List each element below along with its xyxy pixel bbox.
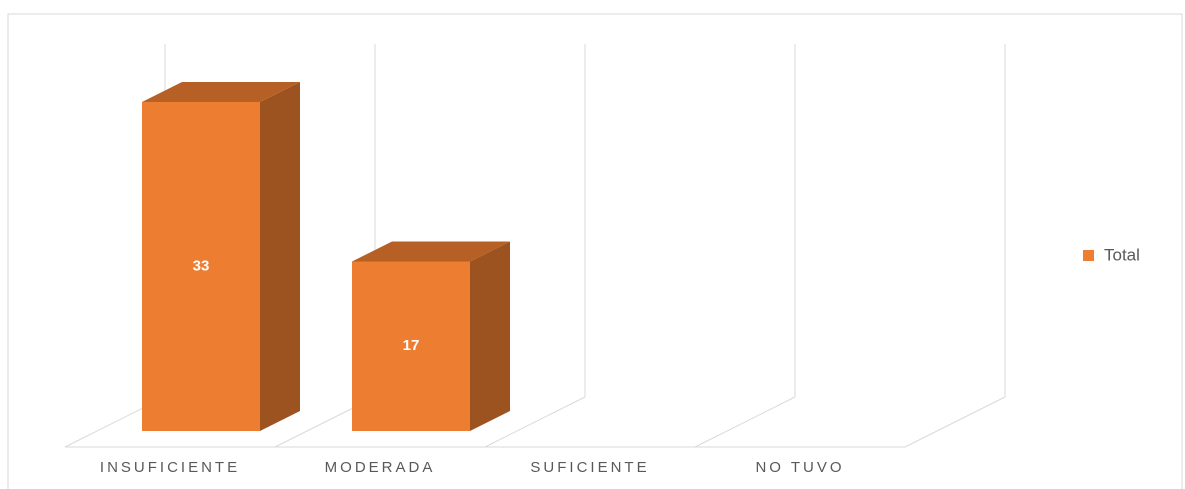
floor-line <box>484 396 586 448</box>
data-label: 17 <box>403 337 420 354</box>
bar <box>352 261 470 431</box>
floor-line <box>694 396 796 448</box>
legend-swatch <box>1083 250 1094 261</box>
bar <box>142 101 260 431</box>
x-tick-label: MODERADA <box>325 459 436 476</box>
legend-label: Total <box>1104 245 1140 264</box>
x-tick-label: NO TUVO <box>755 459 844 476</box>
bar-top <box>142 81 300 102</box>
x-tick-label: INSUFICIENTE <box>100 459 240 476</box>
bar-side <box>470 241 510 431</box>
data-label: 33 <box>193 257 210 274</box>
bar-side <box>260 81 300 431</box>
bar-top <box>352 241 510 262</box>
x-tick-label: SUFICIENTE <box>530 459 649 476</box>
floor-line <box>904 396 1006 448</box>
